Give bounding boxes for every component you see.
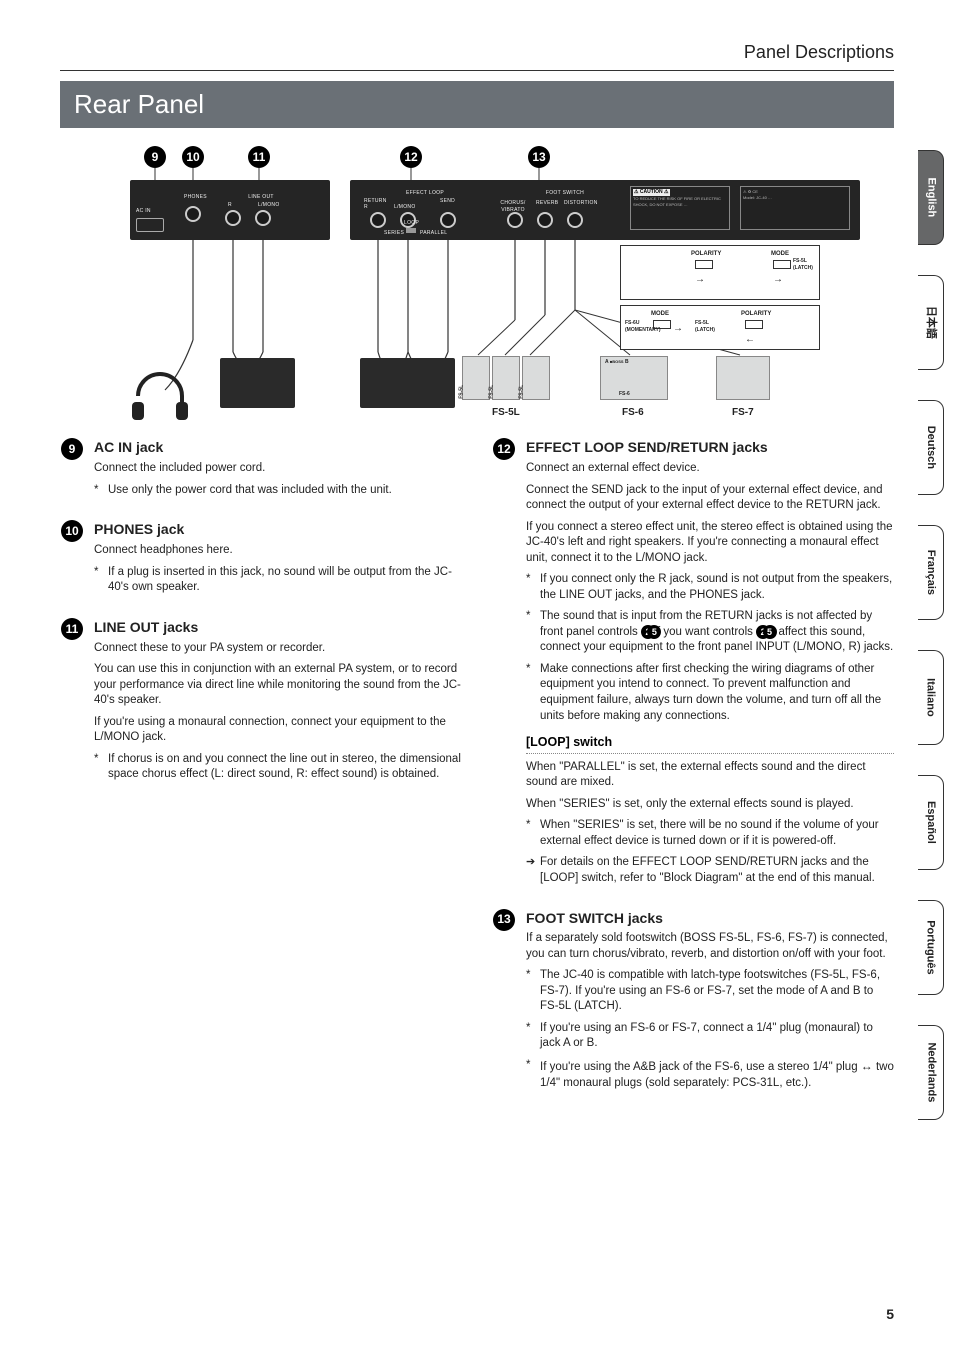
section-9: 9 AC IN jack Connect the included power … [60,438,462,504]
page-number: 5 [886,1305,894,1324]
badge-11: 11 [61,618,83,640]
s11-p1: Connect these to your PA system or recor… [94,641,462,657]
section-12: 12 EFFECT LOOP SEND/RETURN jacks Connect… [492,438,894,892]
badge-13: 13 [493,909,515,931]
loop-switch-icon [406,228,416,233]
ac-in-jack-icon [136,218,164,232]
s13-note3: If you're using the A&B jack of the FS-6… [526,1058,894,1091]
label-phones: PHONES [184,194,207,201]
send-jack-icon [440,212,456,228]
s12-sub-note1: When "SERIES" is set, there will be no s… [526,818,894,849]
label-series: SERIES [384,230,404,237]
s11-p2: You can use this in conjunction with an … [94,662,462,709]
header-rule [60,70,894,71]
page-title: Rear Panel [60,81,894,128]
section-10: 10 PHONES jack Connect headphones here. … [60,520,462,601]
dotted-rule [526,753,894,754]
s12-note3: Make connections after first checking th… [526,662,894,724]
label-return-r: R [364,204,368,211]
language-tabs: English 日本語 Deutsch Français Italiano Es… [918,150,944,1120]
s9-note1: Use only the power cord that was include… [94,483,392,499]
s12-title: EFFECT LOOP SEND/RETURN jacks [526,438,894,457]
s11-note1: If chorus is on and you connect the line… [94,752,462,783]
s12-sub-title: [LOOP] switch [526,734,894,751]
fs-distortion-jack-icon [567,212,583,228]
s9-p1: Connect the included power cord. [94,461,392,477]
polarity-mode-box-1: POLARITY MODE → → FS-5L (LATCH) [620,245,820,300]
label-return-l: L/MONO [394,204,416,211]
s10-note1: If a plug is inserted in this jack, no s… [94,565,462,596]
label-line-out: LINE OUT [226,194,296,201]
fs6-icon: A ■BOSS B FS-6 [600,356,668,400]
fs5l-2-icon: FS-5L [492,356,520,400]
left-column: 9 AC IN jack Connect the included power … [60,438,462,1113]
right-column: 12 EFFECT LOOP SEND/RETURN jacks Connect… [492,438,894,1113]
phones-jack-icon [185,206,201,222]
s12-sub-p1: When "PARALLEL" is set, the external eff… [526,760,894,791]
section-11: 11 LINE OUT jacks Connect these to your … [60,618,462,789]
label-reverb: REVERB [536,200,558,207]
rear-panel-diagram: 9 10 11 12 13 [60,140,894,420]
s12-p3: If you connect a stereo effect unit, the… [526,520,894,567]
badge-9: 9 [61,438,83,460]
s12-p1: Connect an external effect device. [526,461,894,477]
panel-left: AC IN PHONES LINE OUT R L/MONO [130,180,330,240]
tab-portugues[interactable]: Português [918,900,944,995]
label-line-out-l: L/MONO [258,202,280,209]
s13-title: FOOT SWITCH jacks [526,909,894,928]
s13-note2: If you're using an FS-6 or FS-7, connect… [526,1021,894,1052]
label-effect-loop: EFFECT LOOP [380,190,470,197]
tab-deutsch[interactable]: Deutsch [918,400,944,495]
fs5l-3-icon: FS-5L [522,356,550,400]
inline-callout-5b: 5 [763,625,777,639]
tab-espanol[interactable]: Español [918,775,944,870]
s10-p1: Connect headphones here. [94,543,462,559]
badge-12: 12 [493,438,515,460]
label-parallel: PARALLEL [420,230,447,237]
fs5l-1-icon: FS-5L [462,356,490,400]
lineout-l-jack-icon [255,210,271,226]
s12-p2: Connect the SEND jack to the input of yo… [526,483,894,514]
label-loop: LOOP [404,220,419,227]
fs-reverb-jack-icon [537,212,553,228]
fs7-label: FS-7 [732,406,754,420]
return-r-jack-icon [370,212,386,228]
tab-italiano[interactable]: Italiano [918,650,944,745]
s13-note1: The JC-40 is compatible with latch-type … [526,968,894,1015]
s12-sub-arrow: For details on the EFFECT LOOP SEND/RETU… [526,855,894,886]
lineout-r-jack-icon [225,210,241,226]
polarity-mode-box-2: MODE POLARITY FS-6U (MOMENTARY) → ← FS-5… [620,305,820,350]
fs5l-label: FS-5L [492,406,520,420]
s11-title: LINE OUT jacks [94,618,462,637]
fs7-icon [716,356,770,400]
breadcrumb: Panel Descriptions [60,40,894,64]
s12-note1: If you connect only the R jack, sound is… [526,572,894,603]
panel-mid: EFFECT LOOP RETURN R L/MONO SEND LOOP SE… [350,180,860,240]
tab-japanese[interactable]: 日本語 [918,275,944,370]
label-distortion: DISTORTION [564,200,598,207]
tab-nederlands[interactable]: Nederlands [918,1025,944,1120]
tab-francais[interactable]: Français [918,525,944,620]
fs6-label: FS-6 [622,406,644,420]
tab-english[interactable]: English [918,150,944,245]
s11-p3: If you're using a monaural connection, c… [94,715,462,746]
s12-sub-p2: When "SERIES" is set, only the external … [526,797,894,813]
label-foot-switch: FOOT SWITCH [510,190,620,197]
label-ac-in: AC IN [136,208,151,215]
section-13: 13 FOOT SWITCH jacks If a separately sol… [492,909,894,1098]
s13-p1: If a separately sold footswitch (BOSS FS… [526,931,894,962]
compliance-panel: ⚠ ♻ CE Model: JC-40 … [740,186,850,230]
s10-title: PHONES jack [94,520,462,539]
label-line-out-r: R [228,202,232,209]
caution-panel: ⚠ CAUTION ⚠ TO REDUCE THE RISK OF FIRE O… [630,186,730,230]
s12-note2: The sound that is input from the RETURN … [526,609,894,656]
s9-title: AC IN jack [94,438,392,457]
badge-10: 10 [61,520,83,542]
label-send: SEND [440,198,455,205]
fs-chorus-jack-icon [507,212,523,228]
